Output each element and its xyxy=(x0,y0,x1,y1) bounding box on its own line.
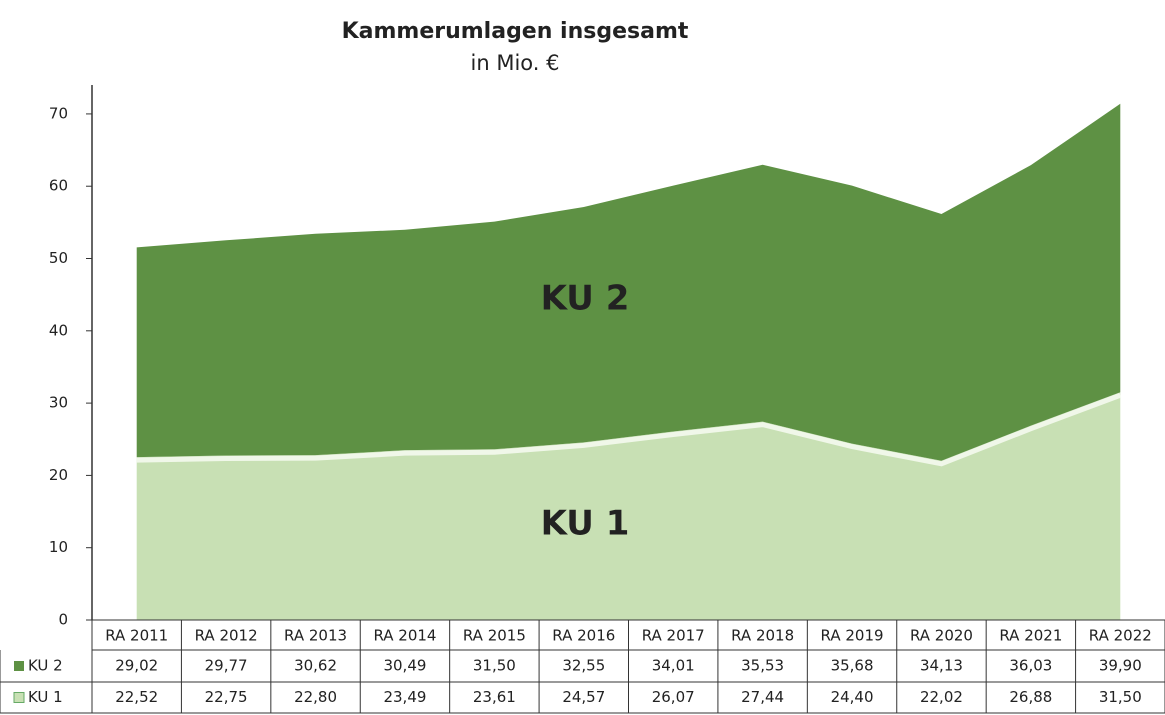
chart-subtitle: in Mio. € xyxy=(471,51,560,75)
legend-label: KU 2 xyxy=(28,657,63,675)
y-tick-label: 10 xyxy=(49,538,68,556)
data-label: 34,13 xyxy=(920,657,963,675)
x-tick-label: RA 2016 xyxy=(552,627,615,645)
x-tick-label: RA 2013 xyxy=(284,627,347,645)
y-tick-label: 30 xyxy=(49,394,68,412)
x-tick-label: RA 2015 xyxy=(463,627,526,645)
y-tick-label: 60 xyxy=(49,177,68,195)
data-label: 31,50 xyxy=(473,657,516,675)
legend-label: KU 1 xyxy=(28,688,63,706)
y-tick-label: 70 xyxy=(49,104,68,122)
data-label: 26,07 xyxy=(652,688,695,706)
legend-swatch xyxy=(14,661,24,671)
data-label: 29,77 xyxy=(205,657,248,675)
data-table: RA 2011 RA 2012 RA 2013 RA 2014 RA 2015 RA 20… xyxy=(0,619,1165,714)
x-tick-label: RA 2014 xyxy=(373,627,436,645)
data-label: 24,57 xyxy=(562,688,605,706)
x-tick-label: RA 2022 xyxy=(1089,627,1152,645)
x-tick-label: RA 2018 xyxy=(731,627,794,645)
data-label: 30,49 xyxy=(383,657,426,675)
data-label: 23,61 xyxy=(473,688,516,706)
annotation: KU 2 xyxy=(541,279,630,319)
data-label: 27,44 xyxy=(741,688,784,706)
area-highlight xyxy=(136,392,1122,467)
x-tick-label: RA 2021 xyxy=(999,627,1062,645)
data-label: 22,80 xyxy=(294,688,337,706)
data-label: 35,53 xyxy=(741,657,784,675)
data-label: 35,68 xyxy=(831,657,874,675)
y-tick-label: 0 xyxy=(58,611,68,629)
chart-title: Kammerumlagen insgesamt xyxy=(342,19,689,44)
data-label: 22,75 xyxy=(205,688,248,706)
data-label: 23,49 xyxy=(383,688,426,706)
y-tick-label: 50 xyxy=(49,249,68,267)
data-label: 36,03 xyxy=(1009,657,1052,675)
data-label: 22,52 xyxy=(115,688,158,706)
area xyxy=(136,103,1121,461)
x-tick-label: RA 2019 xyxy=(821,627,884,645)
data-label: 32,55 xyxy=(562,657,605,675)
x-tick-label: RA 2012 xyxy=(195,627,258,645)
annotation: KU 1 xyxy=(541,504,630,544)
data-label: 39,90 xyxy=(1099,657,1142,675)
data-label: 30,62 xyxy=(294,657,337,675)
x-tick-label: RA 2020 xyxy=(910,627,973,645)
y-tick-label: 20 xyxy=(49,466,68,484)
data-label: 22,02 xyxy=(920,688,963,706)
data-label: 29,02 xyxy=(115,657,158,675)
data-label: 34,01 xyxy=(652,657,695,675)
data-label: 31,50 xyxy=(1099,688,1142,706)
x-tick-label: RA 2011 xyxy=(105,627,168,645)
legend-swatch xyxy=(13,692,25,703)
x-tick-label: RA 2017 xyxy=(642,627,705,645)
data-label: 24,40 xyxy=(831,688,874,706)
data-label: 26,88 xyxy=(1009,688,1052,706)
y-tick-label: 40 xyxy=(49,321,68,339)
